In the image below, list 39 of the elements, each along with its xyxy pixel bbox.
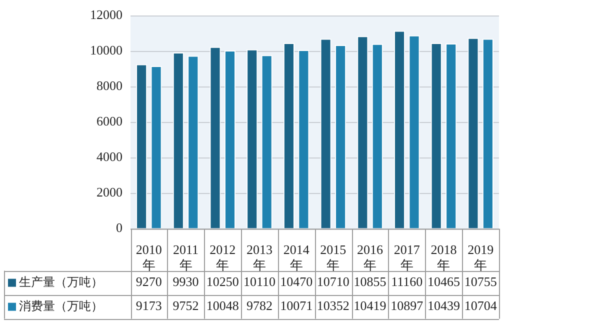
data-label: 11160: [391, 274, 423, 290]
y-tick-label: 6000: [96, 114, 122, 129]
data-label: 10419: [354, 298, 386, 314]
legend-label: 生产量（万吨）: [19, 274, 103, 289]
x-tick-label: 2016年: [357, 242, 384, 273]
data-label: 10048: [206, 298, 239, 314]
x-tick-label: 2019年: [468, 242, 494, 273]
data-label: 9173: [136, 298, 162, 314]
data-label: 10710: [316, 274, 350, 290]
data-label: 9752: [172, 298, 199, 314]
x-tick-label: 2017年: [394, 242, 420, 273]
data-label: 10465: [427, 274, 460, 290]
x-tick-label: 2015年: [320, 242, 346, 273]
data-label: 10110: [243, 274, 276, 290]
legend-label: 消费量（万吨）: [19, 298, 103, 313]
data-label: 10855: [354, 274, 386, 290]
y-tick-label: 12000: [90, 7, 122, 22]
data-label: 9782: [246, 298, 272, 314]
y-tick-label: 8000: [96, 78, 122, 94]
data-label: 10250: [206, 274, 239, 290]
x-tick-label: 2013年: [246, 242, 272, 273]
data-label: 10352: [316, 298, 350, 314]
data-label: 10071: [280, 298, 313, 314]
data-label: 10704: [464, 298, 498, 314]
x-tick-label: 2010年: [136, 242, 162, 273]
y-tick-label: 4000: [96, 149, 122, 164]
x-tick-label: 2011年: [173, 242, 199, 273]
y-tick-label: 10000: [90, 42, 122, 58]
data-label: 10755: [464, 274, 497, 290]
y-tick-label: 2000: [96, 184, 122, 200]
x-tick-label: 2014年: [283, 242, 310, 273]
data-label: 9270: [136, 274, 162, 290]
data-label: 9930: [172, 274, 199, 290]
y-tick-label: 0: [116, 220, 122, 236]
x-tick-label: 2018年: [430, 242, 457, 273]
data-label: 10470: [280, 274, 313, 290]
data-label: 10897: [390, 298, 424, 314]
data-label: 10439: [427, 298, 460, 314]
x-tick-label: 2012年: [210, 242, 236, 273]
